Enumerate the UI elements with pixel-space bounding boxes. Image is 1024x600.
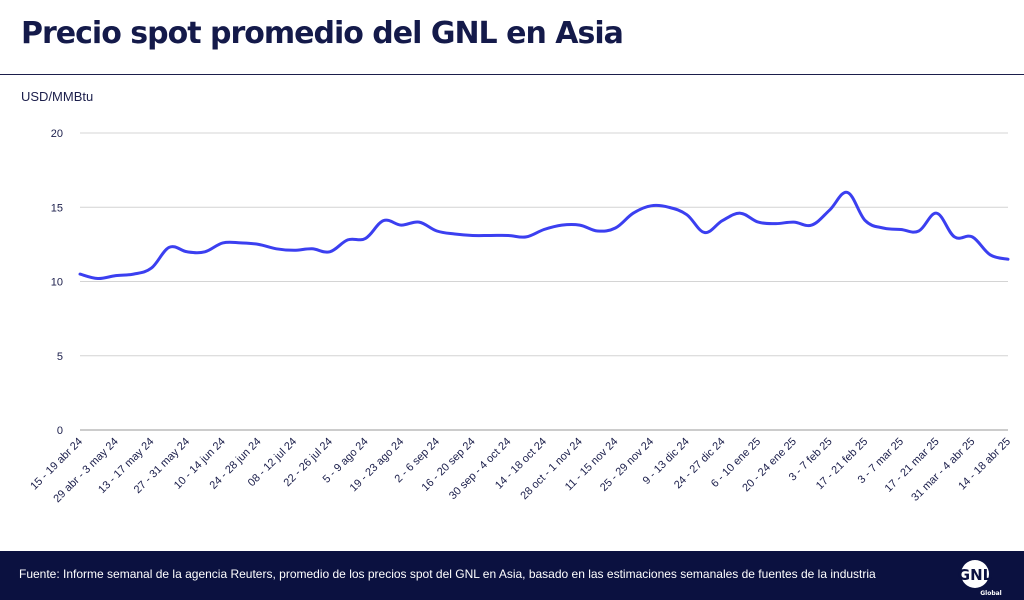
- gnl-global-logo: GNL Global: [958, 560, 1002, 597]
- data-point: [417, 220, 421, 224]
- y-tick-label: 10: [51, 277, 63, 289]
- y-axis-ticks: 0 5 10 15 20: [51, 128, 63, 437]
- data-point: [506, 234, 510, 238]
- data-point: [953, 235, 957, 239]
- data-point: [810, 223, 814, 227]
- data-point: [435, 229, 439, 233]
- data-point: [346, 238, 350, 242]
- y-axis-unit-label: USD/MMBtu: [21, 89, 94, 104]
- data-point: [863, 219, 867, 223]
- logo-subtext: Global: [980, 590, 1002, 597]
- data-point: [596, 229, 600, 233]
- data-point: [274, 247, 278, 251]
- series-line: [78, 190, 1010, 281]
- data-point: [988, 253, 992, 257]
- data-point: [613, 226, 617, 230]
- data-point: [899, 228, 903, 232]
- data-point: [542, 228, 546, 232]
- data-point: [578, 223, 582, 227]
- data-point: [96, 277, 100, 281]
- data-point: [167, 245, 171, 249]
- data-point: [328, 250, 332, 254]
- y-tick-label: 20: [51, 128, 63, 140]
- x-tick-label: 31 mar - 4 abr 25: [909, 436, 977, 504]
- data-point: [310, 247, 314, 251]
- data-point: [738, 211, 742, 215]
- data-point: [792, 220, 796, 224]
- data-point: [203, 250, 207, 254]
- data-point: [560, 223, 564, 227]
- data-point: [114, 274, 118, 278]
- data-point: [221, 241, 225, 245]
- y-tick-label: 15: [51, 202, 63, 214]
- data-point: [970, 235, 974, 239]
- data-point: [471, 234, 475, 238]
- data-point: [78, 272, 82, 276]
- data-point: [667, 205, 671, 209]
- data-point: [364, 236, 368, 240]
- x-tick-label: 28 oct - 1 nov 24: [518, 436, 584, 502]
- data-point: [489, 234, 493, 238]
- x-tick-label: 29 abr - 3 may 24: [51, 436, 120, 505]
- data-point: [132, 272, 136, 276]
- gridlines: [80, 132, 1008, 431]
- y-tick-label: 0: [57, 425, 63, 437]
- data-point: [649, 204, 653, 208]
- data-point: [257, 242, 261, 246]
- source-note: Fuente: Informe semanal de la agencia Re…: [19, 567, 876, 581]
- data-point: [185, 250, 189, 254]
- data-point: [239, 241, 243, 245]
- footer-bar: Fuente: Informe semanal de la agencia Re…: [0, 551, 1024, 600]
- data-point: [828, 208, 832, 212]
- series-layer: [78, 190, 1010, 281]
- data-point: [774, 222, 778, 226]
- x-tick-label: 30 sep - 4 oct 24: [447, 436, 513, 502]
- data-point: [756, 220, 760, 224]
- data-point: [453, 232, 457, 236]
- data-point: [935, 211, 939, 215]
- data-point: [703, 231, 707, 235]
- data-point: [845, 190, 849, 194]
- data-point: [721, 219, 725, 223]
- data-point: [631, 211, 635, 215]
- data-point: [524, 235, 528, 239]
- chart-title: Precio spot promedio del GNL en Asia: [21, 16, 624, 51]
- data-point: [1006, 257, 1010, 261]
- data-point: [685, 213, 689, 217]
- data-point: [149, 266, 153, 270]
- header-divider: [0, 74, 1024, 75]
- data-point: [917, 229, 921, 233]
- data-point: [381, 219, 385, 223]
- data-point: [881, 226, 885, 230]
- data-point: [292, 248, 296, 252]
- data-point: [399, 223, 403, 227]
- y-tick-label: 5: [57, 351, 63, 363]
- logo-mark-text: GNL: [958, 566, 993, 584]
